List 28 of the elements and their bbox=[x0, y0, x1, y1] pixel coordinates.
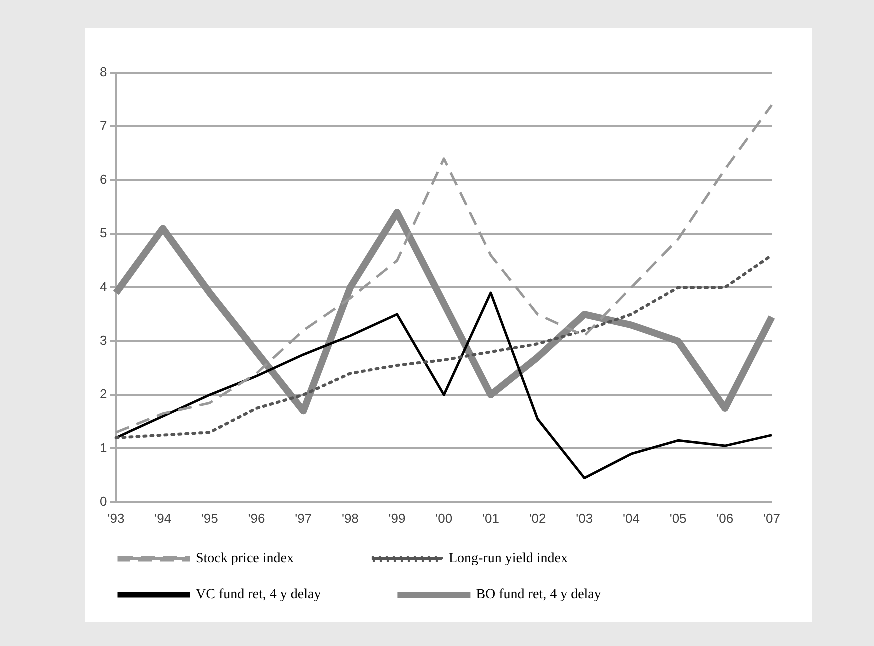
legend-label: VC fund ret, 4 y delay bbox=[196, 588, 378, 603]
x-tick-label: '99 bbox=[388, 510, 406, 526]
x-tick-label: '98 bbox=[342, 510, 359, 526]
y-tick-label: 6 bbox=[100, 172, 108, 187]
y-tick-label: 3 bbox=[100, 332, 108, 348]
x-tick-label: '93 bbox=[108, 510, 125, 526]
x-tick-label: '02 bbox=[529, 510, 546, 526]
x-tick-label: '07 bbox=[764, 510, 780, 526]
y-tick-label: 7 bbox=[100, 118, 108, 134]
x-tick-label: '00 bbox=[436, 510, 453, 526]
legend-label: BO fund ret, 4 y delay bbox=[476, 588, 658, 603]
y-tick-label: 5 bbox=[100, 226, 108, 241]
x-tick-label: '05 bbox=[670, 510, 687, 526]
y-tick-label: 4 bbox=[100, 279, 108, 294]
y-tick-label: 0 bbox=[100, 494, 108, 509]
x-tick-label: '95 bbox=[201, 510, 218, 526]
legend-label: Long-run yield index bbox=[448, 552, 624, 567]
x-tick-label: '96 bbox=[248, 510, 266, 526]
y-tick-label: 2 bbox=[100, 386, 108, 402]
legend-label: Stock price index bbox=[196, 552, 350, 567]
x-tick-label: '97 bbox=[295, 510, 312, 526]
x-tick-label: '06 bbox=[716, 510, 734, 526]
x-tick-label: '03 bbox=[576, 510, 594, 526]
x-tick-label: '94 bbox=[154, 510, 172, 526]
x-tick-label: '04 bbox=[623, 510, 640, 526]
x-tick-label: '01 bbox=[482, 510, 500, 526]
y-tick-label: 8 bbox=[100, 64, 108, 80]
y-tick-label: 1 bbox=[100, 440, 108, 456]
